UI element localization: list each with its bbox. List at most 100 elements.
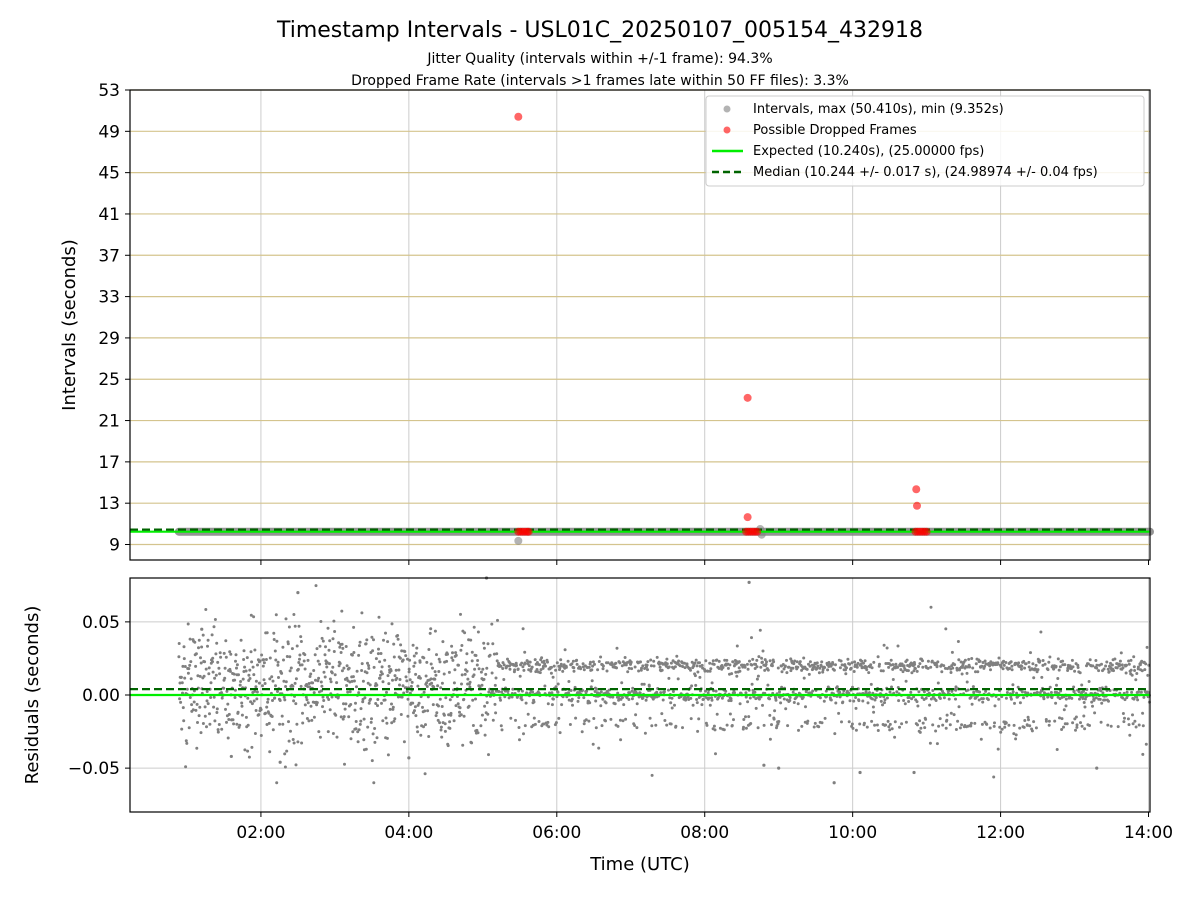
- residual-point: [257, 681, 261, 685]
- residual-point: [926, 659, 930, 663]
- residual-point: [1110, 663, 1114, 667]
- residual-point: [347, 715, 351, 719]
- residual-point: [848, 699, 852, 703]
- residual-point: [442, 713, 446, 717]
- residual-point: [309, 704, 313, 708]
- residual-point: [281, 645, 285, 649]
- residual-point: [344, 702, 348, 706]
- residual-point: [372, 638, 375, 642]
- residual-point: [630, 697, 634, 701]
- residual-point: [693, 674, 697, 678]
- residual-point: [983, 659, 987, 663]
- residual-point: [750, 682, 754, 686]
- residuals-data: [130, 576, 1151, 785]
- residual-point: [1083, 727, 1087, 731]
- residual-point: [1132, 665, 1136, 669]
- legend-intervals-label: Intervals, max (50.410s), min (9.352s): [753, 102, 1004, 117]
- residual-point: [776, 666, 780, 670]
- residual-point: [833, 732, 837, 736]
- intervals-ytick-label-11: 53: [98, 81, 120, 101]
- residual-point: [407, 667, 411, 671]
- residual-point: [463, 672, 467, 676]
- residual-point: [1134, 725, 1138, 729]
- residual-point: [219, 655, 223, 659]
- residual-point: [297, 661, 301, 664]
- residual-point: [689, 717, 693, 721]
- residual-point: [394, 668, 398, 672]
- residual-point: [495, 652, 499, 656]
- residual-point: [1141, 752, 1145, 756]
- residual-point: [782, 697, 786, 701]
- residual-point: [1080, 683, 1084, 687]
- residual-point: [1032, 720, 1036, 724]
- residual-point: [800, 724, 804, 728]
- residual-point: [260, 653, 264, 657]
- residual-point: [582, 696, 586, 700]
- residual-point: [324, 645, 327, 649]
- residual-point: [464, 661, 468, 665]
- residual-point: [225, 720, 228, 724]
- residual-point: [298, 653, 302, 657]
- residual-point: [691, 703, 695, 707]
- residual-point: [813, 721, 817, 725]
- residual-point: [1029, 651, 1032, 655]
- residual-point: [917, 690, 921, 694]
- residual-point: [986, 698, 990, 702]
- residual-point: [198, 705, 202, 709]
- residual-point: [1127, 662, 1131, 666]
- residual-point: [689, 668, 692, 672]
- residual-point: [431, 666, 434, 670]
- legend-expected-label: Expected (10.240s), (25.00000 fps): [753, 144, 984, 159]
- residual-point: [514, 718, 517, 722]
- residual-point: [501, 661, 505, 665]
- residual-point: [1088, 724, 1091, 727]
- residual-point: [373, 727, 377, 730]
- residual-point: [772, 660, 776, 664]
- legend-intervals-marker: [723, 105, 731, 113]
- residual-point: [518, 674, 522, 678]
- residual-point: [267, 721, 271, 725]
- residual-point: [1000, 727, 1004, 731]
- residual-point: [1106, 723, 1110, 727]
- residual-point: [435, 653, 438, 657]
- residual-point: [835, 685, 839, 689]
- intervals-data: [130, 112, 1154, 545]
- residual-point: [499, 664, 503, 668]
- residual-point: [414, 651, 418, 655]
- residual-point: [627, 666, 631, 670]
- residual-point: [249, 650, 253, 654]
- intervals-x-tick-marks: [260, 560, 1150, 565]
- residual-point: [955, 668, 959, 672]
- residual-point: [356, 740, 360, 744]
- residual-point: [213, 618, 217, 621]
- residual-point: [853, 660, 857, 664]
- residual-point: [1003, 725, 1007, 729]
- residual-point: [234, 659, 237, 663]
- residual-point: [1034, 667, 1038, 671]
- residual-point: [756, 674, 760, 678]
- residual-point: [456, 702, 460, 706]
- residual-point: [1047, 660, 1051, 664]
- residual-point: [697, 717, 701, 721]
- residual-point: [287, 739, 291, 743]
- residual-point: [596, 668, 600, 672]
- residual-point: [355, 669, 359, 673]
- residual-point: [404, 654, 408, 658]
- residual-point: [440, 681, 444, 685]
- residual-point: [294, 702, 298, 706]
- residual-point: [363, 696, 367, 700]
- residual-point: [300, 663, 304, 667]
- residual-point: [579, 667, 583, 671]
- residual-point: [283, 752, 287, 756]
- residual-point: [755, 677, 759, 681]
- residual-point: [888, 722, 892, 726]
- residual-point: [759, 665, 763, 669]
- residual-point: [549, 671, 553, 675]
- residual-point: [627, 698, 631, 701]
- residual-point: [846, 657, 850, 661]
- residual-point: [912, 695, 916, 699]
- residual-point: [1076, 666, 1080, 669]
- residual-point: [979, 737, 983, 741]
- residual-point: [965, 680, 969, 684]
- residual-point: [523, 724, 527, 728]
